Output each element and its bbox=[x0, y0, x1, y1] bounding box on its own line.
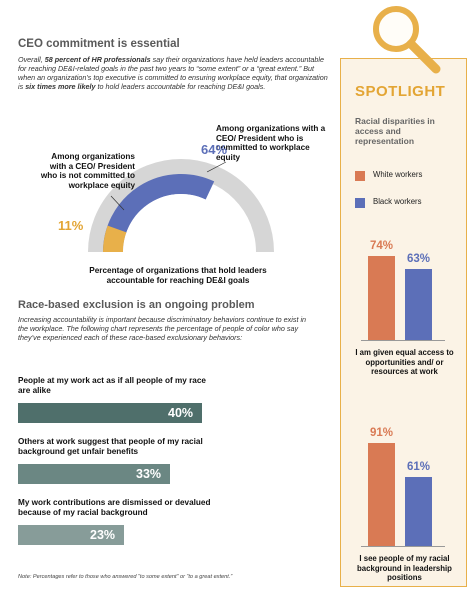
section-title-ceo: CEO commitment is essential bbox=[18, 38, 180, 50]
chart-baseline bbox=[361, 546, 445, 547]
disparity-category-label: I see people of my racial background in … bbox=[357, 554, 452, 583]
bar-question-label: Others at work suggest that people of my… bbox=[18, 437, 203, 456]
disparity-bar bbox=[368, 256, 395, 340]
gauge-inner-edge bbox=[123, 194, 239, 253]
exclusion-bar-value: 40% bbox=[168, 406, 194, 420]
disparity-bar-value: 74% bbox=[369, 240, 394, 252]
spotlight-panel: SPOTLIGHT Racial disparities in access a… bbox=[340, 58, 467, 587]
disparity-bar-value: 91% bbox=[369, 427, 394, 439]
bar-question-label: My work contributions are dismissed or d… bbox=[18, 498, 211, 517]
disparity-bar bbox=[405, 269, 432, 340]
section-intro-ceo: Overall, 58 percent of HR professionals … bbox=[18, 55, 330, 91]
gauge-value-not-committed: 11% bbox=[58, 218, 84, 233]
chart-baseline bbox=[361, 340, 445, 341]
gauge-leader-line-committed bbox=[206, 161, 227, 173]
gauge-arc-not-committed bbox=[103, 225, 127, 253]
spotlight-title: SPOTLIGHT bbox=[355, 83, 446, 100]
disparity-bar-value: 63% bbox=[406, 253, 431, 265]
exclusion-bar-value: 33% bbox=[136, 467, 162, 481]
magnifying-glass-icon bbox=[373, 6, 441, 74]
intro-text-run: say their organizations have held leader… bbox=[18, 55, 328, 91]
section-intro-exclusion: Increasing accountability is important b… bbox=[18, 315, 307, 342]
legend-swatch-white bbox=[355, 171, 365, 181]
legend-label-white: White workers bbox=[373, 170, 423, 179]
gauge-arc-committed bbox=[103, 174, 215, 253]
gauge-leader-line-not-committed bbox=[110, 195, 125, 211]
exclusion-bar bbox=[18, 464, 170, 484]
intro-text-run: six times more likely bbox=[25, 82, 96, 91]
disparity-bar-value: 61% bbox=[406, 461, 431, 473]
intro-text-run: Overall, bbox=[18, 55, 45, 64]
intro-text-run: to hold leaders accountable for reaching… bbox=[95, 82, 266, 91]
disparity-bar bbox=[405, 477, 432, 546]
exclusion-bar bbox=[18, 525, 124, 545]
exclusion-bar-value: 23% bbox=[90, 528, 116, 542]
gauge-spacer bbox=[113, 184, 249, 252]
gauge-label-committed: Among organizations with a CEO/ Presiden… bbox=[216, 124, 326, 162]
disparity-bar bbox=[368, 443, 395, 546]
section-title-exclusion: Race-based exclusion is an ongoing probl… bbox=[18, 299, 255, 311]
intro-text-run: 58 percent of HR professionals bbox=[44, 55, 151, 64]
legend-label-black: Black workers bbox=[373, 197, 422, 206]
footnote: Note: Percentages refer to those who ans… bbox=[18, 574, 233, 580]
legend-swatch-black bbox=[355, 198, 365, 208]
exclusion-bar bbox=[18, 403, 202, 423]
gauge-value-committed: 64% bbox=[201, 142, 228, 157]
gauge-caption: Percentage of organizations that hold le… bbox=[89, 266, 267, 285]
disparity-category-label: I am given equal access to opportunities… bbox=[355, 348, 454, 377]
spotlight-subtitle: Racial disparities in access and represe… bbox=[355, 116, 435, 146]
bar-question-label: People at my work act as if all people o… bbox=[18, 376, 206, 395]
gauge-label-not-committed: Among organizations with a CEO/ Presiden… bbox=[40, 152, 135, 190]
